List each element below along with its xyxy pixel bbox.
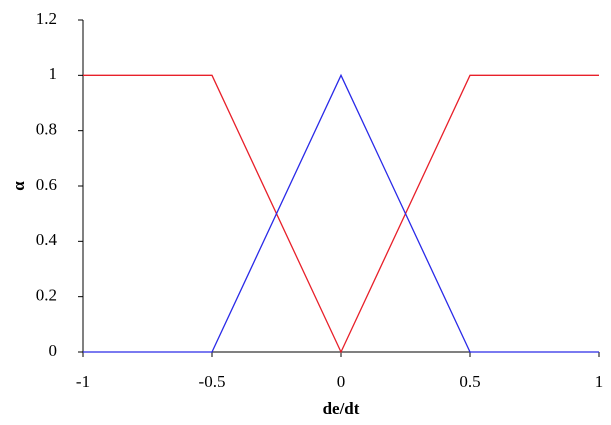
x-tick-label: 0.5 [459,372,480,391]
x-tick-label: -1 [76,372,90,391]
y-tick-label: 0.2 [36,286,57,305]
series-line [83,73,599,353]
x-tick-label: -0.5 [199,372,226,391]
y-axis-title: α [9,181,28,191]
y-tick-label: 0.8 [36,120,57,139]
y-tick-label: 1.2 [36,9,57,28]
x-tick-label: 0 [337,372,346,391]
x-axis-title: de/dt [323,399,360,418]
y-tick-label: 0.6 [36,175,57,194]
y-tick-label: 0.4 [36,230,58,249]
y-tick-label: 1 [49,64,58,83]
series-line [83,74,599,354]
x-tick-label: 1 [595,372,604,391]
y-tick-label: 0 [49,341,58,360]
